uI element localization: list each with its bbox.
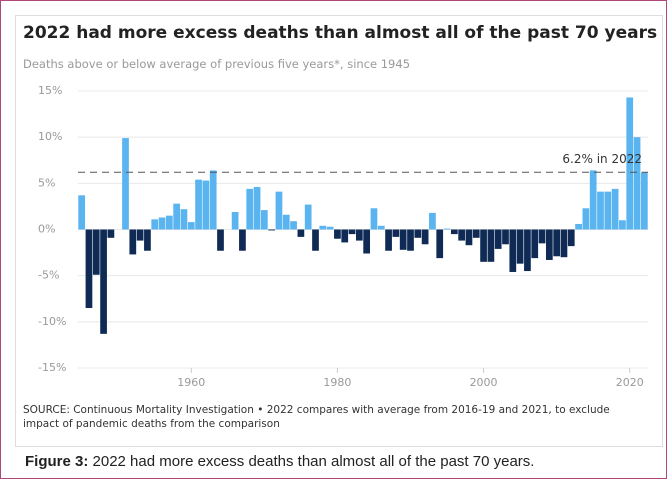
bar (414, 229, 422, 238)
y-tick-label: -5% (38, 269, 59, 282)
bar (85, 229, 93, 308)
bar (129, 229, 137, 255)
bar (487, 229, 495, 262)
bar (195, 179, 202, 230)
y-tick-label: 10% (38, 130, 62, 143)
x-tick-label: 1960 (177, 376, 205, 389)
bar (158, 217, 166, 230)
bar (334, 229, 341, 239)
bar (78, 195, 86, 230)
bar (611, 188, 619, 230)
bar (275, 191, 283, 230)
chart-subtitle: Deaths above or below average of previou… (23, 57, 411, 71)
source-note: SOURCE: Continuous Mortality Investigati… (23, 404, 610, 430)
y-tick-label: 0% (38, 223, 55, 236)
bar (399, 229, 407, 250)
bar (92, 229, 100, 275)
bar (626, 97, 634, 230)
bar (187, 222, 195, 230)
bar (260, 210, 268, 230)
chart-title: 2022 had more excess deaths than almost … (23, 23, 658, 43)
bar (290, 221, 297, 230)
bar (421, 229, 429, 245)
chart-card (15, 15, 663, 447)
bar (465, 229, 473, 246)
bar (282, 214, 290, 230)
bar (326, 226, 334, 230)
bar (597, 191, 604, 230)
y-tick-label: 15% (38, 84, 62, 97)
bar (370, 208, 378, 230)
bar (480, 229, 487, 262)
bar (509, 229, 517, 272)
bar (443, 228, 451, 230)
y-tick-label: -15% (38, 361, 66, 374)
bar (268, 229, 276, 231)
bar (312, 229, 319, 251)
bar (407, 229, 414, 251)
x-tick-label: 2000 (470, 376, 498, 389)
bar (209, 170, 217, 230)
x-tick-label: 1980 (323, 376, 351, 389)
bar (151, 219, 159, 230)
y-tick-label: 5% (38, 176, 55, 189)
bar (144, 229, 151, 251)
bar (589, 170, 597, 230)
bar (217, 229, 224, 251)
bar (348, 229, 356, 235)
bar (377, 225, 385, 230)
bar (363, 229, 371, 254)
bar (436, 229, 444, 259)
bar (582, 208, 590, 230)
x-tick-label: 2020 (616, 376, 644, 389)
bar (450, 229, 458, 235)
caption-text: 2022 had more excess deaths than almost … (92, 453, 535, 470)
bar (545, 229, 553, 260)
bar (165, 215, 173, 230)
bar (304, 204, 312, 230)
bar (604, 191, 612, 230)
bar (560, 229, 568, 258)
bar (640, 172, 648, 230)
bar (502, 229, 509, 245)
bar (253, 187, 261, 230)
bar (567, 229, 575, 247)
bar (633, 137, 641, 230)
bar (472, 229, 480, 238)
bar (385, 229, 392, 251)
bar (231, 211, 239, 230)
bar (297, 229, 305, 237)
bar (494, 229, 502, 249)
bar (531, 229, 539, 259)
bar (180, 209, 188, 230)
bar (202, 180, 210, 230)
bar (100, 229, 107, 334)
bar (429, 212, 436, 230)
figure-caption: Figure 3: 2022 had more excess deaths th… (25, 453, 534, 470)
bar (392, 229, 400, 237)
y-tick-label: -10% (38, 315, 66, 328)
bar (619, 220, 626, 230)
bar (575, 223, 582, 230)
caption-label: Figure 3: (25, 453, 89, 470)
bar (319, 225, 327, 230)
bar (239, 229, 246, 251)
bar (538, 229, 546, 244)
bar (458, 229, 466, 241)
bar (136, 229, 144, 241)
bar (122, 138, 129, 230)
bar (553, 229, 561, 257)
bar (516, 229, 524, 264)
bar (173, 203, 181, 230)
bar (246, 188, 254, 230)
annotation: 6.2% in 2022 (562, 152, 642, 166)
bar (524, 229, 531, 272)
bar (355, 229, 363, 241)
bar (341, 229, 349, 243)
bar (107, 229, 115, 238)
